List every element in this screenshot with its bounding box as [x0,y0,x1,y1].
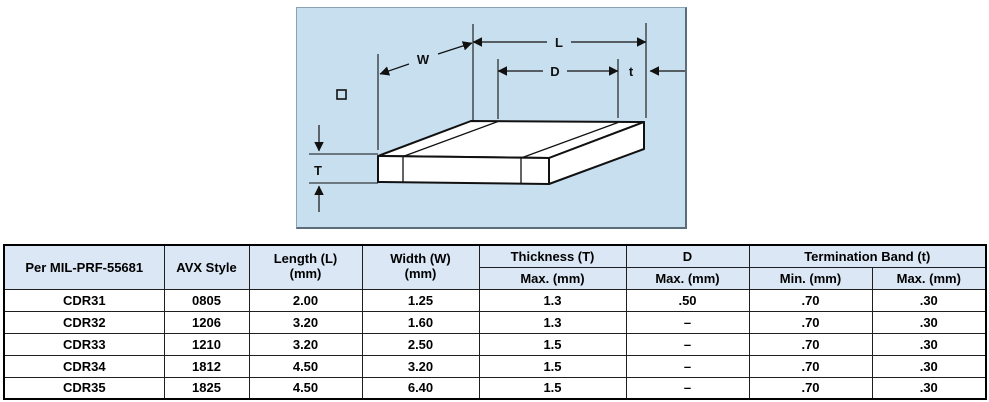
cell-term-max: .30 [871,310,987,334]
dim-label-t: t [629,64,634,79]
dim-w-lower-segment [379,63,410,76]
col-header-width: Width (W) (mm) [361,244,480,290]
cell-mil-style: CDR32 [3,310,165,334]
subheader-termination-min: Min. (mm) [748,266,873,290]
cell-term-min: .70 [748,288,873,312]
col-header-termination-band: Termination Band (t) [748,244,987,268]
band-line-top-right [520,121,619,159]
subheader-thickness-max: Max. (mm) [478,266,627,290]
col-header-mil-prf: Per MIL-PRF-55681 [3,244,165,290]
cell-term-max: .30 [871,376,987,400]
cell-width: 1.60 [361,310,480,334]
cell-width: 6.40 [361,376,480,400]
table-row-cdr32: CDR32 1206 3.20 1.60 1.3 – .70 .30 [3,310,987,334]
cell-term-min: .70 [748,310,873,334]
col-header-length: Length (L) (mm) [248,244,363,290]
header-row-2: Max. (mm) Max. (mm) Min. (mm) Max. (mm) [4,266,987,290]
cell-avx-style: 1825 [163,376,250,400]
cell-thickness-max: 1.5 [478,332,627,356]
cell-thickness-max: 1.3 [478,310,627,334]
placeholder-square-icon [336,89,347,100]
table-row-cdr34: CDR34 1812 4.50 3.20 1.5 – .70 .30 [3,354,987,378]
cell-term-max: .30 [871,332,987,356]
cell-width: 2.50 [361,332,480,356]
col-header-length-line1: Length (L) [273,251,338,267]
col-header-d: D [625,244,750,268]
cell-mil-style: CDR33 [3,332,165,356]
col-header-avx-style: AVX Style [163,244,250,290]
dim-w-upper-segment [437,41,473,55]
cell-length: 3.20 [248,332,363,356]
dim-label-w: W [417,52,430,67]
dimension-diagram-panel: W L D t T [296,7,687,229]
cell-avx-style: 0805 [163,288,250,312]
cell-d-max: .50 [625,288,750,312]
cell-thickness-max: 1.5 [478,376,627,400]
col-header-width-line1: Width (W) [390,251,451,267]
cell-width: 3.20 [361,354,480,378]
cell-avx-style: 1210 [163,332,250,356]
cell-length: 4.50 [248,376,363,400]
cell-avx-style: 1812 [163,354,250,378]
col-header-width-line2: (mm) [404,266,437,282]
cell-length: 3.20 [248,310,363,334]
cell-mil-style: CDR31 [3,288,165,312]
cell-avx-style: 1206 [163,310,250,334]
cell-d-max: – [625,376,750,400]
cell-length: 4.50 [248,354,363,378]
cell-term-min: .70 [748,332,873,356]
dim-label-d: D [550,64,559,79]
chip-end-face [548,121,645,185]
cell-mil-style: CDR35 [3,376,165,400]
dimensions-table: Per MIL-PRF-55681 AVX Style Length (L) (… [3,244,988,400]
cell-thickness-max: 1.5 [478,354,627,378]
chip-dimension-diagram: W L D t T [309,23,685,212]
col-header-thickness: Thickness (T) [478,244,627,268]
cell-term-min: .70 [748,354,873,378]
dimension-arrows [314,37,685,212]
cell-mil-style: CDR34 [3,354,165,378]
termination-band-lines [402,120,619,184]
table-row-cdr31: CDR31 0805 2.00 1.25 1.3 .50 .70 .30 [3,288,987,312]
cell-thickness-max: 1.3 [478,288,627,312]
subheader-d-max: Max. (mm) [625,266,750,290]
table-row-cdr33: CDR33 1210 3.20 2.50 1.5 – .70 .30 [3,332,987,356]
cell-term-max: .30 [871,288,987,312]
subheader-termination-max: Max. (mm) [871,266,987,290]
cell-length: 2.00 [248,288,363,312]
dim-label-thickness: T [314,163,322,178]
chip-body [377,120,645,185]
col-header-length-line2: (mm) [289,266,322,282]
cell-d-max: – [625,354,750,378]
dim-label-l: L [555,35,563,50]
cell-term-max: .30 [871,354,987,378]
header-row-1: Per MIL-PRF-55681 AVX Style Length (L) (… [3,244,987,290]
band-line-top-left [402,120,499,158]
table-row-cdr35: CDR35 1825 4.50 6.40 1.5 – .70 .30 [3,376,987,400]
cell-d-max: – [625,310,750,334]
cell-term-min: .70 [748,376,873,400]
cell-d-max: – [625,332,750,356]
cell-width: 1.25 [361,288,480,312]
